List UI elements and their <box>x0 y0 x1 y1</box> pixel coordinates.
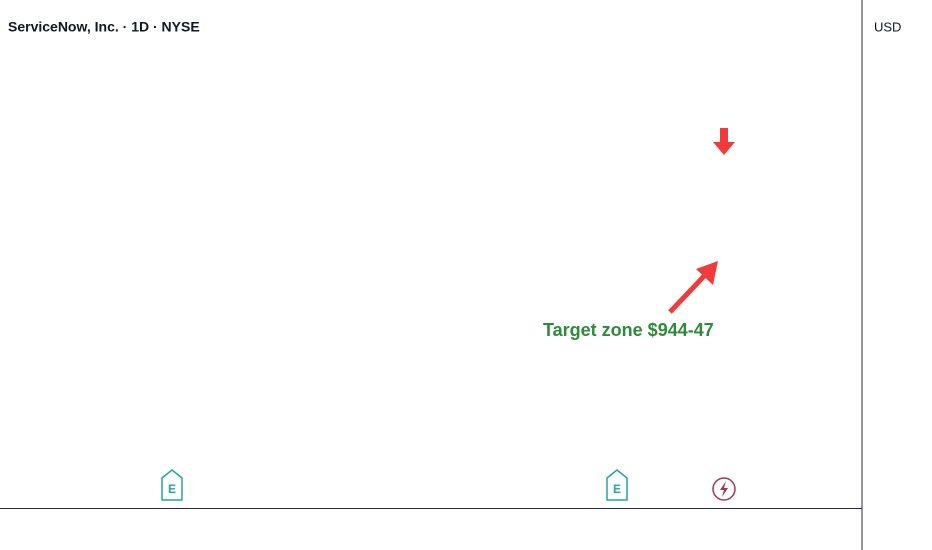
pointer-arrow-head <box>696 261 718 285</box>
down-arrow <box>713 128 735 155</box>
pointer-arrow <box>668 270 710 314</box>
currency: USD <box>874 19 901 34</box>
chart-title: ServiceNow, Inc. · 1D · NYSE <box>8 19 200 35</box>
event-bolt <box>720 481 728 497</box>
earnings-icon[interactable] <box>606 469 628 501</box>
price-axis-panel <box>862 0 932 550</box>
annotation: Target zone $944-47 <box>543 320 714 340</box>
title-bg <box>0 12 196 42</box>
time-axis-panel <box>0 508 862 550</box>
earnings-icon[interactable] <box>161 469 183 501</box>
earnings-label: E <box>168 482 176 496</box>
earnings-label: E <box>613 482 621 496</box>
